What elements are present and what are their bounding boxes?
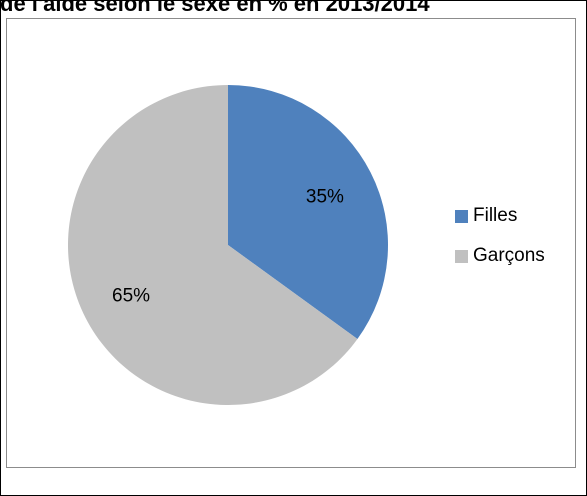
- data-label-filles: 35%: [306, 187, 344, 208]
- legend-item-filles: Filles: [455, 205, 575, 227]
- legend-swatch-garcons: [455, 249, 468, 263]
- pie-slice-filles: [228, 85, 389, 340]
- chart-title: de l'aide selon le sexe en % en 2013/201…: [0, 0, 430, 16]
- legend: Filles Garçons: [455, 205, 575, 285]
- legend-label-filles: Filles: [473, 205, 518, 226]
- data-label-garons: 65%: [112, 285, 150, 306]
- legend-label-garcons: Garçons: [473, 245, 545, 266]
- pie-slice-garons: [68, 85, 358, 405]
- legend-item-garcons: Garçons: [455, 245, 575, 267]
- legend-swatch-filles: [455, 209, 468, 223]
